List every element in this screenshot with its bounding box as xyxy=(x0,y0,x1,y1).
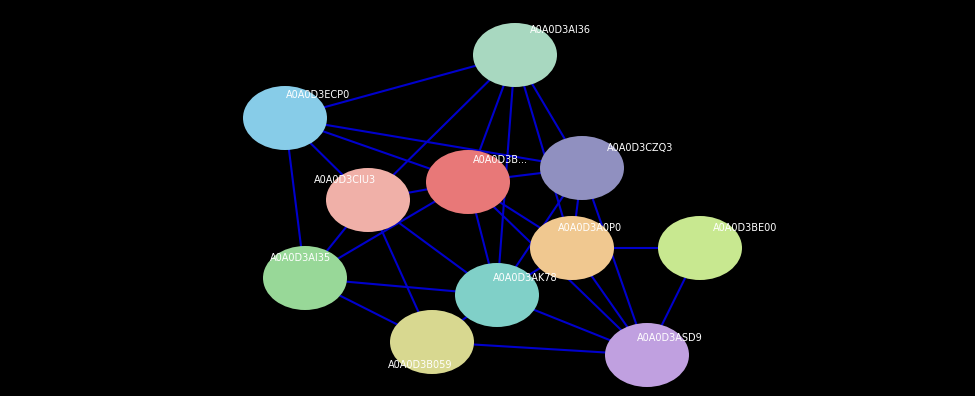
Ellipse shape xyxy=(540,136,624,200)
Ellipse shape xyxy=(263,246,347,310)
Text: A0A0D3AI36: A0A0D3AI36 xyxy=(529,25,591,35)
Text: A0A0D3AI35: A0A0D3AI35 xyxy=(269,253,331,263)
Text: A0A0D3AK78: A0A0D3AK78 xyxy=(492,273,558,283)
Text: A0A0D3B...: A0A0D3B... xyxy=(473,155,527,165)
Text: A0A0D3ECP0: A0A0D3ECP0 xyxy=(286,90,350,100)
Ellipse shape xyxy=(390,310,474,374)
Ellipse shape xyxy=(530,216,614,280)
Text: A0A0D3A0P0: A0A0D3A0P0 xyxy=(558,223,622,233)
Ellipse shape xyxy=(473,23,557,87)
Text: A0A0D3CIU3: A0A0D3CIU3 xyxy=(314,175,376,185)
Text: A0A0D3BE00: A0A0D3BE00 xyxy=(713,223,777,233)
Ellipse shape xyxy=(243,86,327,150)
Text: A0A0D3CZQ3: A0A0D3CZQ3 xyxy=(606,143,673,153)
Ellipse shape xyxy=(426,150,510,214)
Text: A0A0D3ASD9: A0A0D3ASD9 xyxy=(637,333,703,343)
Ellipse shape xyxy=(605,323,689,387)
Ellipse shape xyxy=(455,263,539,327)
Ellipse shape xyxy=(658,216,742,280)
Text: A0A0D3B059: A0A0D3B059 xyxy=(388,360,452,370)
Ellipse shape xyxy=(326,168,410,232)
